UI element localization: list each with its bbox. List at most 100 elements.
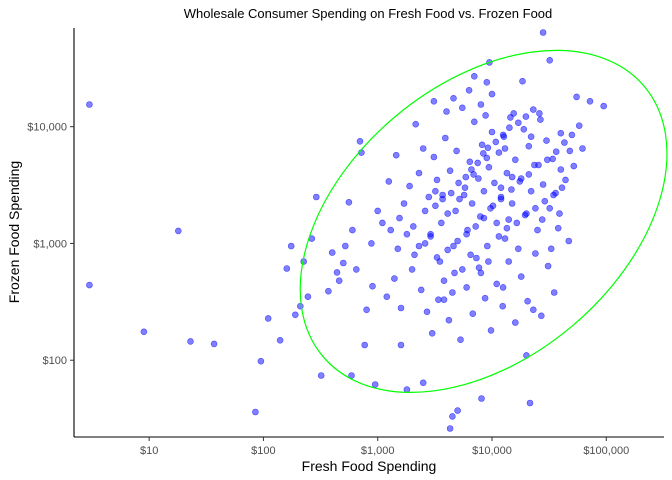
data-point xyxy=(541,197,549,205)
data-point xyxy=(423,308,431,316)
data-point xyxy=(495,149,503,156)
data-point xyxy=(411,251,418,259)
data-point xyxy=(276,336,284,344)
data-point xyxy=(537,116,544,123)
data-point xyxy=(532,250,539,257)
data-point xyxy=(451,269,458,277)
data-point xyxy=(463,230,470,238)
data-point xyxy=(454,237,461,245)
data-point xyxy=(558,184,566,191)
data-point xyxy=(508,173,516,181)
data-point xyxy=(478,141,486,149)
data-point xyxy=(532,205,539,212)
data-point xyxy=(352,266,360,273)
data-point xyxy=(446,425,454,432)
data-point xyxy=(467,251,474,259)
data-point xyxy=(86,101,93,108)
data-point xyxy=(482,112,489,119)
data-point xyxy=(481,294,489,302)
data-point xyxy=(452,207,459,215)
data-point xyxy=(349,226,356,234)
data-point xyxy=(444,246,452,254)
data-point xyxy=(514,245,522,253)
data-point xyxy=(506,124,513,131)
data-point xyxy=(462,173,470,181)
data-point xyxy=(483,79,491,86)
data-point xyxy=(543,156,551,164)
y-tick-label: $100 xyxy=(43,355,67,367)
data-point xyxy=(525,142,533,150)
data-point xyxy=(400,200,408,207)
y-axis-ticks: $100 $1,000 $10,000 xyxy=(27,122,74,367)
data-point xyxy=(537,312,545,320)
data-point xyxy=(419,379,427,387)
data-point xyxy=(440,277,448,285)
data-point xyxy=(444,210,452,217)
data-point xyxy=(433,176,441,184)
data-point xyxy=(325,287,332,295)
data-point xyxy=(403,386,411,393)
data-point xyxy=(421,207,429,215)
data-point xyxy=(508,200,516,207)
data-point xyxy=(600,102,608,110)
data-point xyxy=(517,273,525,280)
data-point xyxy=(427,233,434,240)
data-point xyxy=(287,242,295,250)
data-point xyxy=(458,266,466,273)
data-point xyxy=(513,219,521,227)
data-point xyxy=(505,258,513,265)
data-point xyxy=(499,302,507,310)
data-point xyxy=(511,156,519,164)
data-point xyxy=(493,219,501,227)
data-point xyxy=(488,128,496,136)
data-point xyxy=(447,189,455,197)
data-point xyxy=(501,145,509,152)
data-point xyxy=(562,176,569,184)
data-point xyxy=(557,166,565,173)
data-point xyxy=(529,306,537,314)
data-point xyxy=(450,95,457,102)
data-point xyxy=(450,242,457,250)
data-point xyxy=(363,306,370,314)
data-point xyxy=(557,129,565,137)
data-point xyxy=(345,199,353,206)
data-point xyxy=(495,233,503,240)
data-point xyxy=(379,219,386,227)
data-point xyxy=(550,191,557,199)
data-point xyxy=(304,293,312,301)
data-point xyxy=(521,211,529,219)
data-point xyxy=(516,178,524,185)
data-point xyxy=(526,399,534,407)
data-point xyxy=(497,195,505,203)
data-point xyxy=(257,357,265,365)
data-point xyxy=(408,266,416,273)
data-point xyxy=(508,186,515,193)
data-point xyxy=(439,195,446,203)
x-tick-label: $100 xyxy=(251,445,275,457)
data-point xyxy=(383,293,391,301)
x-tick-label: $100,000 xyxy=(583,445,629,457)
data-point xyxy=(392,151,400,159)
data-point xyxy=(419,145,427,152)
data-point xyxy=(387,226,395,234)
data-point xyxy=(397,304,405,312)
data-point xyxy=(465,87,473,94)
data-point xyxy=(296,302,304,310)
data-point xyxy=(474,159,482,167)
data-point xyxy=(511,319,519,326)
data-point xyxy=(394,245,402,253)
data-point xyxy=(435,296,442,304)
data-point xyxy=(547,245,555,253)
data-point xyxy=(527,187,535,195)
data-point xyxy=(491,179,498,187)
data-point xyxy=(489,202,497,210)
data-point xyxy=(529,106,537,113)
data-point xyxy=(484,144,492,152)
data-point xyxy=(385,178,393,185)
x-axis-ticks: $10 $100 $1,000 $10,000 $100,000 xyxy=(140,437,629,457)
data-point xyxy=(432,202,439,210)
data-point xyxy=(210,340,218,348)
data-point xyxy=(433,254,441,261)
data-point xyxy=(252,408,259,416)
